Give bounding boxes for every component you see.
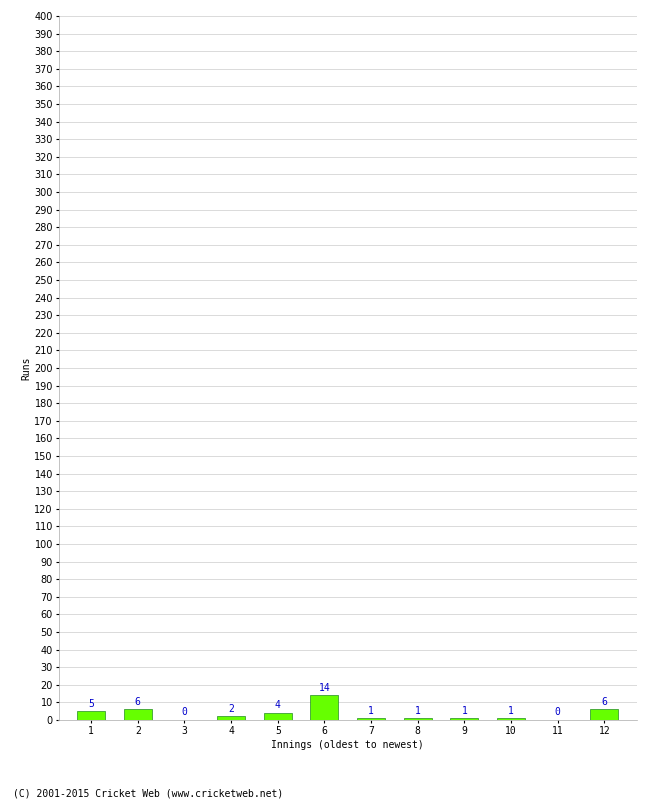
Bar (77, 711, 105, 720)
Bar (450, 718, 478, 720)
Text: 4: 4 (275, 700, 281, 710)
Text: 6: 6 (601, 697, 607, 707)
Text: 1: 1 (415, 706, 421, 715)
Text: 1: 1 (462, 706, 467, 715)
Bar (217, 717, 245, 720)
Text: 0: 0 (181, 707, 187, 718)
Bar (497, 718, 525, 720)
Bar (590, 710, 618, 720)
Bar (357, 718, 385, 720)
Bar (264, 713, 292, 720)
X-axis label: Innings (oldest to newest): Innings (oldest to newest) (272, 740, 424, 750)
Bar (311, 695, 339, 720)
Text: 1: 1 (368, 706, 374, 715)
Text: 0: 0 (554, 707, 561, 718)
Text: 2: 2 (228, 704, 234, 714)
Bar (404, 718, 432, 720)
Text: 5: 5 (88, 698, 94, 709)
Text: (C) 2001-2015 Cricket Web (www.cricketweb.net): (C) 2001-2015 Cricket Web (www.cricketwe… (13, 788, 283, 798)
Text: 1: 1 (508, 706, 514, 715)
Text: 6: 6 (135, 697, 141, 707)
Y-axis label: Runs: Runs (21, 356, 32, 380)
Bar (124, 710, 152, 720)
Text: 14: 14 (318, 682, 330, 693)
